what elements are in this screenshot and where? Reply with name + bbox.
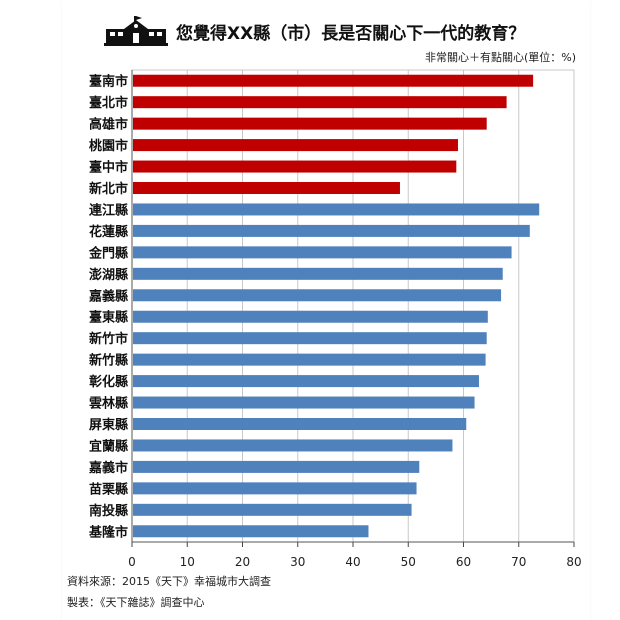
x-tick-label: 0 [128,555,136,569]
school-building-icon [104,16,168,46]
category-label: 宜蘭縣 [89,438,128,454]
x-tick-label: 60 [456,555,471,569]
bar [133,289,502,302]
bar [133,267,503,280]
category-label: 花蓮縣 [89,224,128,240]
bar [133,224,530,237]
bar [133,396,475,409]
bar [133,160,457,173]
category-label: 澎湖縣 [89,267,128,283]
category-label: 基隆市 [88,524,128,540]
bar [133,482,417,495]
category-label: 嘉義縣 [88,288,128,304]
category-label: 南投縣 [89,503,128,519]
x-tick-label: 50 [401,555,416,569]
bar [133,182,400,194]
category-label: 臺南市 [89,74,128,90]
category-label: 高雄市 [89,117,128,133]
category-label: 雲林縣 [89,396,128,412]
x-tick-label: 10 [180,555,195,569]
category-label: 彰化縣 [89,374,128,390]
category-label: 嘉義市 [88,460,128,476]
category-label: 苗栗縣 [89,481,128,497]
bar [133,525,369,538]
bar [133,74,534,87]
source-note: 資料來源：2015《天下》幸福城市大調查 [67,575,271,588]
category-label: 臺北市 [89,95,128,111]
chart-header: 您覺得XX縣（市）長是否關心下一代的教育？ [104,14,525,48]
category-label: 臺東縣 [89,310,128,326]
bar [133,332,487,345]
chart-subtitle: 非常關心＋有點關心(單位：%) [424,51,576,64]
bar [133,439,453,452]
bar [133,117,487,130]
category-label: 連江縣 [89,202,128,218]
bar [133,310,488,323]
bar [133,96,507,109]
credit-note: 製表：《天下雜誌》調查中心 [67,596,205,609]
bar [133,246,512,259]
category-label: 新北市 [89,181,128,197]
x-tick-label: 30 [290,555,305,569]
bar [133,418,467,430]
bar [133,503,412,516]
category-label: 桃園市 [89,138,128,154]
bar [133,203,540,216]
bar [133,353,486,366]
x-tick-label: 40 [345,555,360,569]
chart-title: 您覺得XX縣（市）長是否關心下一代的教育？ [176,23,526,44]
category-label: 臺中市 [89,160,128,176]
bar [133,139,458,152]
x-tick-label: 20 [235,555,250,569]
category-label: 屏東縣 [89,417,128,433]
category-label: 新竹縣 [89,353,128,369]
category-label: 金門縣 [88,245,128,261]
category-label: 新竹市 [89,331,128,347]
bar [133,460,420,473]
bar [133,375,479,388]
x-tick-label: 80 [566,555,581,569]
x-tick-label: 70 [511,555,526,569]
